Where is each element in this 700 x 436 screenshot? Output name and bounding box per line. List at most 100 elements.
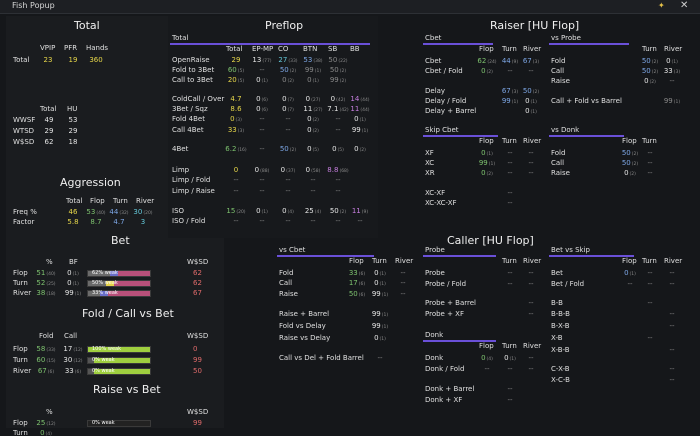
stat-cell[interactable]: 0(1) <box>307 76 319 84</box>
stat-cell[interactable]: 0(6) <box>256 95 268 103</box>
stat-cell[interactable]: -- <box>647 269 653 277</box>
stat-cell[interactable]: 49 <box>44 116 54 124</box>
stat-cell[interactable]: 51(40) <box>36 269 56 277</box>
stat-cell[interactable]: -- <box>259 126 265 134</box>
stat-cell[interactable]: 29 <box>231 56 241 64</box>
stat-cell[interactable]: 5.8 <box>67 218 79 226</box>
stat-cell[interactable]: -- <box>528 269 534 277</box>
stat-cell[interactable]: 0(7) <box>282 105 294 113</box>
stat-cell[interactable]: 62 <box>44 138 54 146</box>
close-icon[interactable]: ✕ <box>680 0 689 11</box>
stat-cell[interactable]: -- <box>507 149 513 157</box>
stat-cell[interactable]: -- <box>233 176 239 184</box>
stat-cell[interactable]: 52(25) <box>36 279 56 287</box>
stat-cell[interactable]: 0(5) <box>332 145 344 153</box>
stat-cell[interactable]: -- <box>669 269 675 277</box>
stat-cell[interactable]: 53 <box>68 116 78 124</box>
stat-cell[interactable]: 99(2) <box>329 76 347 84</box>
stat-cell[interactable]: 0(2) <box>644 77 656 85</box>
stat-cell[interactable]: -- <box>528 149 534 157</box>
stat-cell[interactable]: 44(32) <box>109 208 129 216</box>
stat-cell[interactable]: 0(1) <box>67 279 79 287</box>
stat-cell[interactable]: -- <box>528 310 534 318</box>
stat-cell[interactable]: 18 <box>68 138 78 146</box>
stat-cell[interactable]: 8.6 <box>230 105 242 113</box>
stat-cell[interactable]: -- <box>335 176 341 184</box>
stat-cell[interactable]: 0(1) <box>525 107 537 115</box>
stat-cell[interactable]: 50(6) <box>348 290 366 298</box>
stat-cell[interactable]: 0(2) <box>307 115 319 123</box>
stat-cell[interactable]: 33(6) <box>64 367 82 375</box>
stat-cell[interactable]: 99(1) <box>64 289 82 297</box>
stat-cell[interactable]: -- <box>285 187 291 195</box>
stat-cell[interactable]: 50(2) <box>522 87 540 95</box>
stat-cell[interactable]: -- <box>335 217 341 225</box>
stat-cell[interactable]: 50(2) <box>279 66 297 74</box>
stat-cell[interactable]: 11(27) <box>303 105 323 113</box>
stat-cell[interactable]: 29 <box>68 127 78 135</box>
stat-cell[interactable]: -- <box>335 187 341 195</box>
stat-cell[interactable]: -- <box>259 187 265 195</box>
stat-cell[interactable]: 0(4) <box>481 354 493 362</box>
stat-cell[interactable]: 0(1) <box>481 149 493 157</box>
stat-cell[interactable]: 30(12) <box>63 356 83 364</box>
stat-cell[interactable]: 25(12) <box>36 419 56 427</box>
stat-cell[interactable]: 60(15) <box>36 356 56 364</box>
stat-cell[interactable]: -- <box>400 279 406 287</box>
stat-cell[interactable]: 11(9) <box>351 207 369 215</box>
stat-cell[interactable]: -- <box>285 115 291 123</box>
stat-cell[interactable]: -- <box>647 334 653 342</box>
stat-cell[interactable]: 0(1) <box>374 334 386 342</box>
stat-cell[interactable]: -- <box>310 217 316 225</box>
stat-cell[interactable]: 50(2) <box>279 145 297 153</box>
stat-cell[interactable]: 11(44) <box>350 105 370 113</box>
stat-cell[interactable]: 99(1) <box>304 66 322 74</box>
stat-cell[interactable]: -- <box>285 217 291 225</box>
stat-cell[interactable]: -- <box>528 354 534 362</box>
stat-cell[interactable]: 25(4) <box>304 207 322 215</box>
stat-cell[interactable]: 99(1) <box>371 310 389 318</box>
stat-cell[interactable]: -- <box>669 310 675 318</box>
stat-cell[interactable]: -- <box>647 169 653 177</box>
stat-cell[interactable]: 0(1) <box>256 76 268 84</box>
stat-cell[interactable]: -- <box>528 280 534 288</box>
stat-cell[interactable]: 67(3) <box>522 57 540 65</box>
stat-cell[interactable]: -- <box>259 176 265 184</box>
stat-cell[interactable]: -- <box>484 365 490 373</box>
stat-cell[interactable]: 50(2) <box>329 207 347 215</box>
stat-cell[interactable]: 6.2(16) <box>225 145 247 153</box>
stat-cell[interactable]: -- <box>310 187 316 195</box>
stat-cell[interactable]: -- <box>528 299 534 307</box>
stat-cell[interactable]: 50(2) <box>621 159 639 167</box>
stat-cell[interactable]: 50(22) <box>328 56 348 64</box>
stat-cell[interactable]: -- <box>335 115 341 123</box>
stat-cell[interactable]: 0(2) <box>282 76 294 84</box>
stat-cell[interactable]: -- <box>400 290 406 298</box>
stat-cell[interactable]: 0(1) <box>256 207 268 215</box>
stat-cell[interactable]: 14(44) <box>350 95 370 103</box>
stat-cell[interactable]: -- <box>669 365 675 373</box>
stat-cell[interactable]: 0(2) <box>354 145 366 153</box>
stat-cell[interactable]: -- <box>507 396 513 404</box>
stat-cell[interactable]: -- <box>647 159 653 167</box>
stat-cell[interactable]: -- <box>627 280 633 288</box>
stat-cell[interactable]: 0(5) <box>307 145 319 153</box>
stat-cell[interactable]: -- <box>233 187 239 195</box>
stat-cell[interactable]: -- <box>259 217 265 225</box>
stat-cell[interactable]: 7.1(42) <box>327 105 349 113</box>
stat-cell[interactable]: 30(20) <box>133 208 153 216</box>
stat-cell[interactable]: -- <box>259 145 265 153</box>
stat-cell[interactable]: 20(5) <box>227 76 245 84</box>
stat-cell[interactable]: 0 <box>233 166 239 174</box>
stat-cell[interactable]: 23 <box>43 56 53 64</box>
stat-cell[interactable]: 17(6) <box>348 279 366 287</box>
stat-cell[interactable]: 99(1) <box>371 322 389 330</box>
stat-cell[interactable]: 99(1) <box>501 97 519 105</box>
stat-cell[interactable]: 0(6) <box>256 105 268 113</box>
stat-cell[interactable]: 0(4) <box>40 429 52 436</box>
stat-cell[interactable]: 4.7 <box>230 95 242 103</box>
stat-cell[interactable]: 8.7 <box>90 218 102 226</box>
stat-cell[interactable]: 99(1) <box>663 97 681 105</box>
stat-cell[interactable]: 4.7 <box>113 218 125 226</box>
stat-cell[interactable]: 0(1) <box>525 97 537 105</box>
